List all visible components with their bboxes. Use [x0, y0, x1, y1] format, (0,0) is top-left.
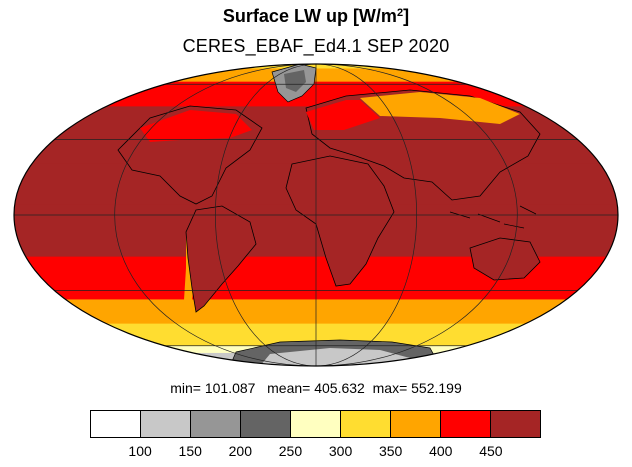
colorbar-tick-label: 200: [228, 443, 253, 459]
colorbar-tick-label: 250: [278, 443, 303, 459]
colorbar-box: [491, 411, 540, 437]
meridian-line: [114, 64, 518, 366]
colorbar-box: [391, 411, 441, 437]
colorbar-box: [441, 411, 491, 437]
colorbar-box: [241, 411, 291, 437]
map-title: Surface LW up [W/m2]: [222, 6, 410, 26]
colorbar-tick-label: 350: [378, 443, 403, 459]
colorbar-box: [341, 411, 391, 437]
south-america: [185, 205, 257, 313]
africa: [285, 155, 395, 287]
colorbar-tick-label: 400: [429, 443, 453, 459]
colorbar-box: [91, 411, 141, 437]
meridian-line: [214, 64, 418, 366]
colorbar: [90, 410, 541, 438]
stats-line: min= 101.087 mean= 405.632 max= 552.199: [170, 380, 462, 396]
greenland-core: [284, 70, 306, 92]
globe-outline: [13, 63, 619, 367]
colorbar-tick-label: 150: [178, 443, 202, 459]
colorbar-box: [191, 411, 241, 437]
colorbar-tick-label: 300: [328, 443, 353, 459]
mollweide-map: [13, 63, 619, 367]
colorbar-box: [291, 411, 341, 437]
siberia-cool: [360, 92, 520, 124]
canada-cool: [140, 110, 252, 142]
map-subtitle: CERES_EBAF_Ed4.1 SEP 2020: [182, 36, 450, 56]
colorbar-tick-label: 100: [128, 443, 152, 459]
north-europe: [306, 100, 380, 130]
antarctica-interior: [260, 348, 410, 366]
colorbar-tick-label: 450: [479, 443, 503, 459]
colorbar-box: [141, 411, 191, 437]
colorbar-ticks: 100 150 200 250 300 350 400 450: [90, 443, 541, 461]
graticule: [14, 64, 618, 366]
australia: [469, 237, 541, 281]
